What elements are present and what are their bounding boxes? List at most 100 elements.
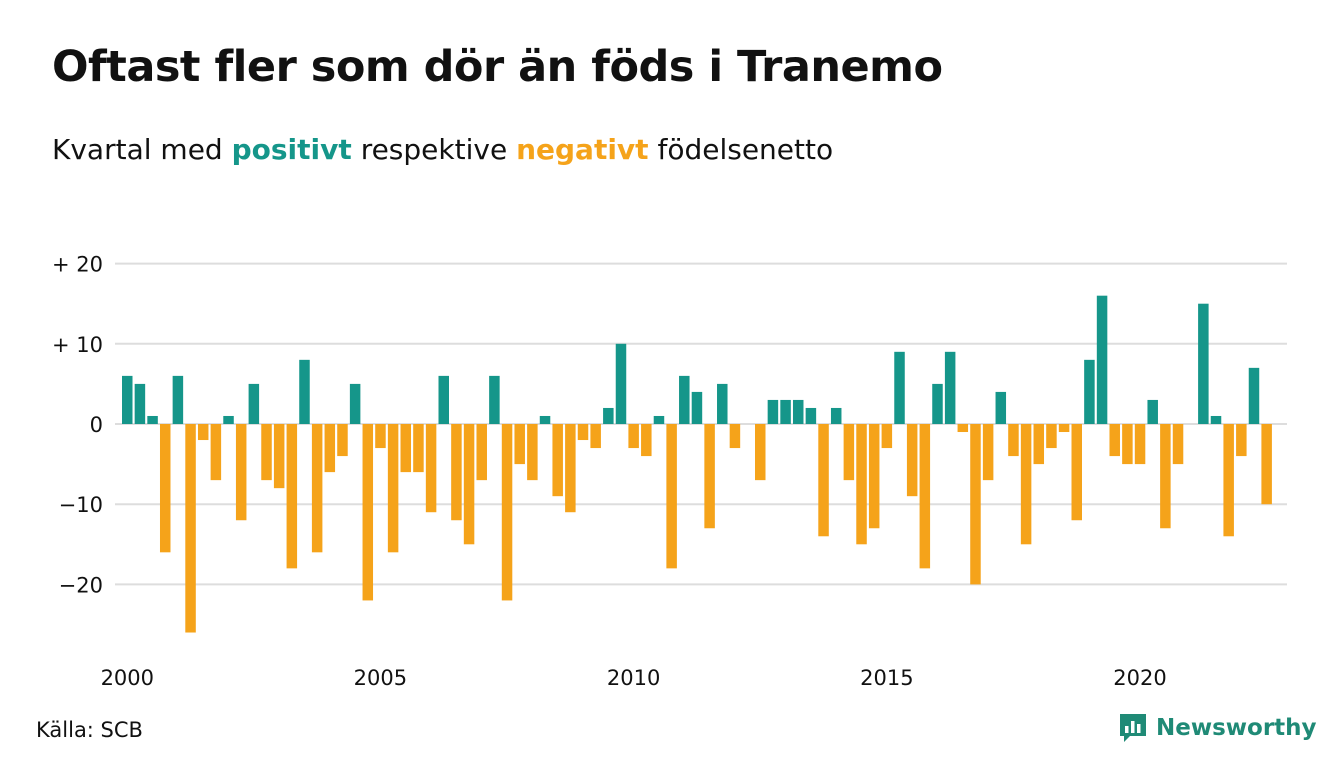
bar-negative — [514, 424, 525, 465]
bar-positive — [615, 343, 627, 424]
bar-negative — [856, 424, 867, 545]
brand-name: Newsworthy — [1156, 715, 1317, 741]
bar-negative — [235, 424, 247, 521]
bar-negative — [641, 424, 652, 457]
bar-positive — [653, 415, 665, 424]
bar-positive — [894, 351, 905, 424]
bar-negative — [1223, 424, 1234, 537]
bar-negative — [261, 424, 272, 481]
bar-negative — [387, 424, 399, 553]
bar-positive — [539, 415, 551, 424]
bar-positive — [995, 391, 1007, 424]
bar-positive — [1147, 399, 1158, 424]
y-tick-label: + 10 — [52, 333, 103, 357]
bar-negative — [400, 424, 412, 473]
bar-negative — [1172, 424, 1184, 465]
y-tick-label: 0 — [90, 413, 103, 437]
bar-negative — [843, 424, 855, 481]
bar-negative — [527, 424, 538, 481]
bar-negative — [197, 424, 209, 441]
bar-positive — [717, 383, 728, 424]
bar-positive — [172, 375, 184, 424]
bar-negative — [1071, 424, 1082, 521]
y-tick-label: + 20 — [52, 253, 103, 277]
bar-positive — [944, 351, 956, 424]
x-tick-label: 2020 — [1113, 666, 1166, 690]
bar-negative — [476, 424, 487, 481]
x-tick-label: 2010 — [607, 666, 660, 690]
bar-negative — [185, 424, 196, 633]
bar-negative — [451, 424, 462, 521]
bar-negative — [1160, 424, 1171, 529]
bar-negative — [868, 424, 880, 529]
bar-negative — [906, 424, 918, 497]
bar-negative — [881, 424, 893, 449]
y-tick-label: −10 — [59, 493, 103, 517]
x-axis-labels: 2000 2005 2010 2015 2020 — [101, 666, 1167, 690]
bar-negative — [324, 424, 336, 473]
bar-positive — [438, 375, 449, 424]
bar-negative — [565, 424, 576, 513]
subtitle-negative-label: negativt — [516, 133, 649, 166]
chart-subtitle: Kvartal med positivt respektive negativt… — [52, 133, 833, 166]
bar-negative — [362, 424, 374, 601]
bar-positive — [349, 383, 361, 424]
y-tick-label: −20 — [59, 573, 103, 597]
bar-negative — [375, 424, 386, 449]
bar-negative — [628, 424, 639, 449]
bar-negative — [704, 424, 715, 529]
bar-negative — [311, 424, 323, 553]
bar-negative — [210, 424, 222, 481]
bar-positive — [122, 375, 133, 424]
bar-negative — [982, 424, 994, 481]
bar-positive — [134, 383, 146, 424]
bar-negative — [413, 424, 424, 473]
bar-positive — [603, 407, 614, 424]
bar-positive — [248, 383, 260, 424]
newsworthy-logo-icon — [1120, 714, 1146, 742]
y-axis-labels: + 20 + 10 0 −10 −20 — [52, 253, 103, 598]
bar-negative — [666, 424, 677, 569]
bar-positive — [792, 399, 804, 424]
bar-negative — [1261, 424, 1272, 505]
x-tick-label: 2005 — [354, 666, 407, 690]
bar-negative — [755, 424, 766, 481]
subtitle-text-after: födelsenetto — [657, 133, 834, 166]
bar-negative — [286, 424, 298, 569]
bar-positive — [830, 407, 842, 424]
bar-positive — [147, 415, 158, 424]
bar-negative — [463, 424, 475, 545]
bar-positive — [299, 359, 310, 424]
bar-negative — [1122, 424, 1133, 465]
bar-negative — [273, 424, 285, 489]
bar-negative — [1008, 424, 1019, 457]
subtitle-text-middle: respektive — [360, 133, 508, 166]
bar-positive — [805, 407, 817, 424]
bar-negative — [590, 424, 601, 449]
bar-positive — [1084, 359, 1095, 424]
bar-negative — [1033, 424, 1045, 465]
bar-positive — [223, 415, 234, 424]
bar-negative — [337, 424, 348, 457]
bar-negative — [1109, 424, 1120, 457]
bar-negative — [159, 424, 171, 553]
bar-negative — [501, 424, 513, 601]
bar-negative — [919, 424, 931, 569]
bar-negative — [425, 424, 437, 513]
bar-positive — [780, 399, 791, 424]
bar-negative — [818, 424, 829, 537]
bar-negative — [1046, 424, 1057, 449]
bar-negative — [552, 424, 563, 497]
bars — [122, 295, 1272, 633]
source-note: Källa: SCB — [36, 718, 143, 742]
bar-positive — [679, 375, 690, 424]
bar-positive — [691, 391, 703, 424]
brand-logo: Newsworthy — [1118, 712, 1317, 744]
bar-positive — [489, 375, 500, 424]
bar-negative — [1134, 424, 1146, 465]
bar-negative — [729, 424, 741, 449]
bar-negative — [957, 424, 969, 433]
bar-negative — [1020, 424, 1032, 545]
bar-positive — [767, 399, 779, 424]
bar-positive — [1096, 295, 1108, 424]
